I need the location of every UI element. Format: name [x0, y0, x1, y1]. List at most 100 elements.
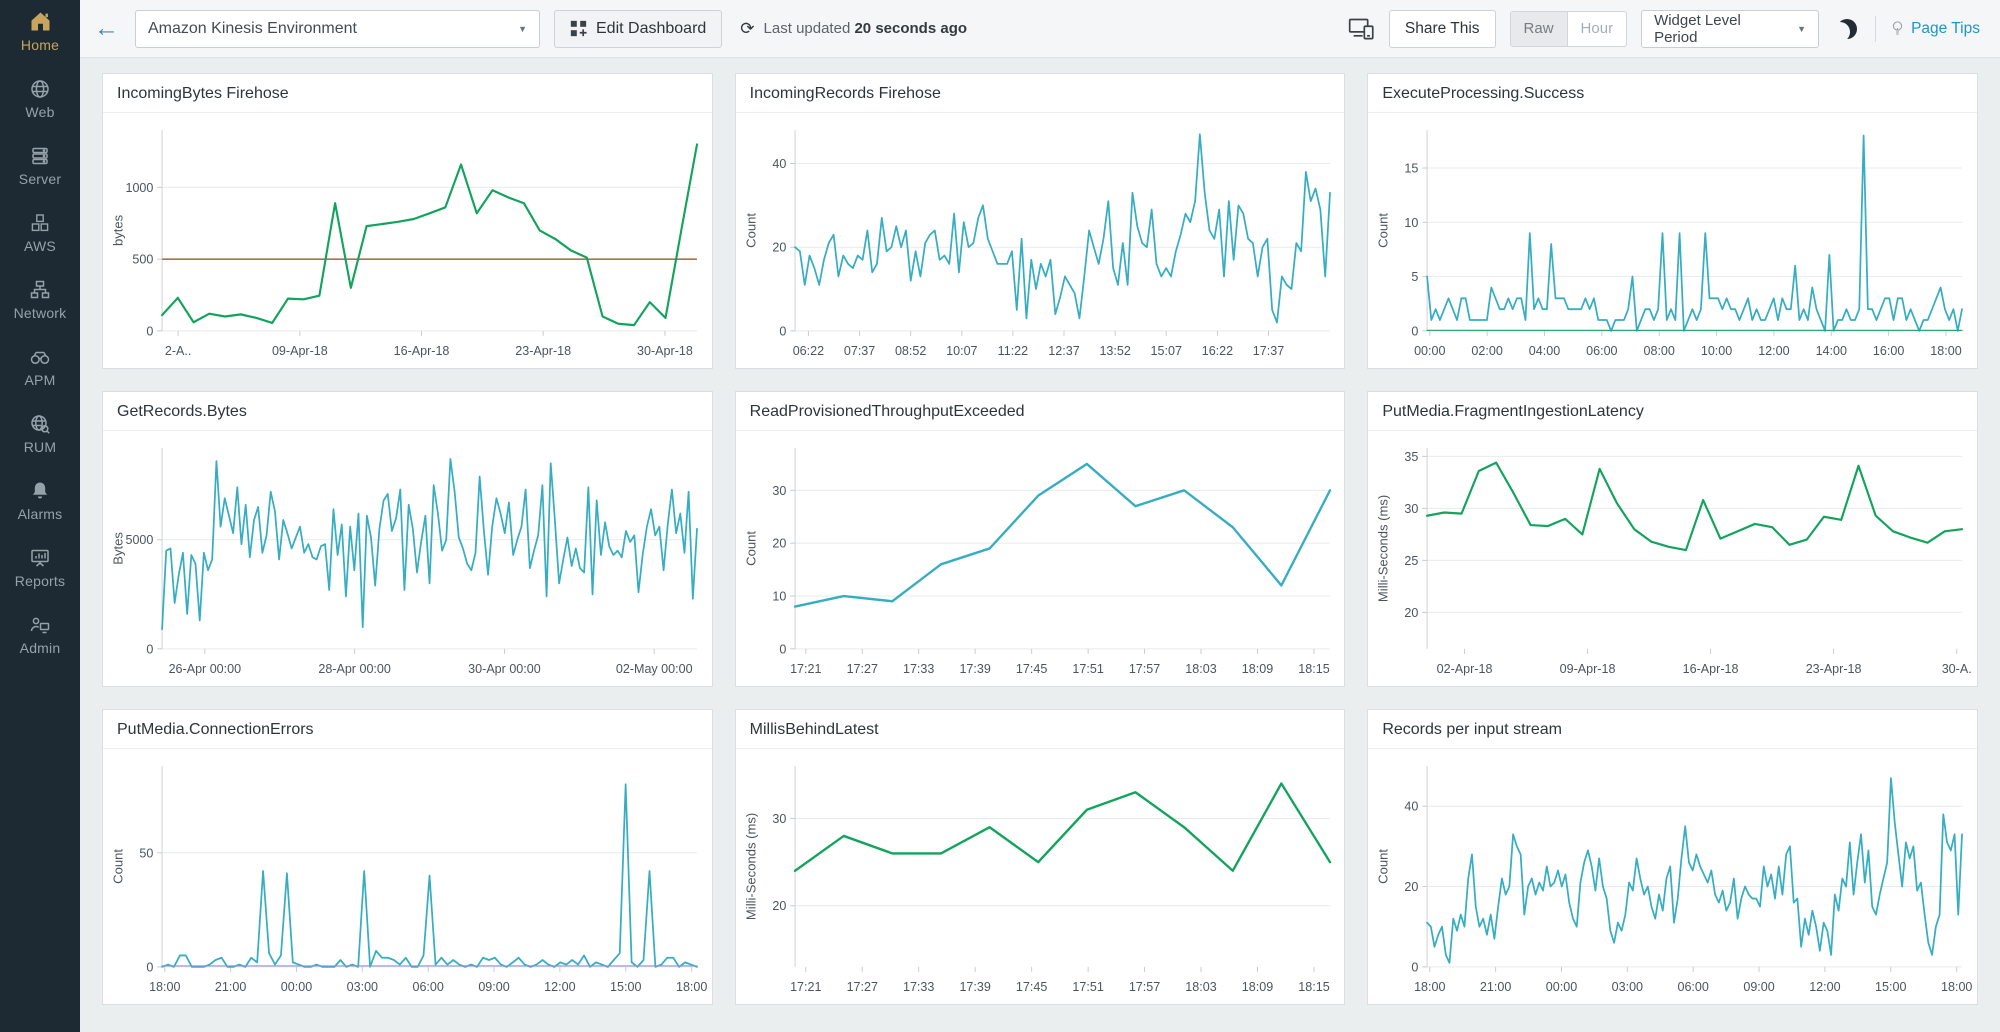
chart-canvas[interactable]: 0 500 1000 2-A.. 09-Apr-18 16-Apr-18 23-Apr-18… [108, 116, 707, 367]
sidebar-item-home[interactable]: Home [0, 8, 80, 53]
sidebar-item-label: APM [24, 372, 56, 388]
widget-level-period-dropdown[interactable]: Widget Level Period ▼ [1641, 9, 1820, 48]
svg-text:17:57: 17:57 [1128, 661, 1159, 676]
widget-title: GetRecords.Bytes [117, 403, 247, 420]
last-updated-value: 20 seconds ago [854, 20, 968, 37]
edit-dashboard-button[interactable]: Edit Dashboard [554, 9, 723, 48]
chart-canvas[interactable]: 0 10 20 30 17:21 17:27 17:33 17:39 17:45 17:51 17:… [741, 434, 1340, 685]
svg-text:09-Apr-18: 09-Apr-18 [1560, 661, 1616, 676]
sidebar-item-label: Home [20, 37, 60, 53]
sidebar-item-network[interactable]: Network [0, 276, 80, 321]
svg-text:03:00: 03:00 [1612, 979, 1643, 994]
svg-text:5000: 5000 [125, 532, 153, 547]
svg-text:0: 0 [146, 641, 153, 656]
sidebar-item-apm[interactable]: APM [0, 343, 80, 388]
svg-text:06:00: 06:00 [1678, 979, 1709, 994]
svg-text:Count: Count [1376, 849, 1391, 884]
toggle-hour[interactable]: Hour [1580, 20, 1614, 37]
chart-area: 0 500 1000 2-A.. 09-Apr-18 16-Apr-18 23-Apr-18… [103, 113, 712, 368]
chart-area: 0 5000 26-Apr 00:00 28-Apr 00:00 30-Apr 00:0… [103, 431, 712, 686]
svg-text:17:21: 17:21 [790, 661, 821, 676]
svg-text:17:33: 17:33 [903, 661, 934, 676]
svg-text:25: 25 [1405, 553, 1419, 568]
chart-canvas[interactable]: 0 50 18:00 21:00 00:00 03:00 06:00 09:00 12:00 15… [108, 752, 707, 1003]
widget-card: GetRecords.Bytes 0 5000 26-Apr 00:00 28-Apr … [102, 391, 713, 687]
svg-text:12:37: 12:37 [1048, 343, 1079, 358]
widget-header: IncomingRecords Firehose [735, 74, 1345, 113]
sidebar-item-label: Network [13, 305, 67, 321]
svg-text:30: 30 [772, 811, 786, 826]
sidebar-item-reports[interactable]: Reports [0, 544, 80, 589]
svg-text:17:45: 17:45 [1016, 979, 1047, 994]
svg-text:17:21: 17:21 [790, 979, 821, 994]
sidebar: Home Web Server AWS Network APM RUM Alarms Repor… [0, 0, 80, 1032]
widget-header: ExecuteProcessing.Success [1368, 74, 1977, 113]
sidebar-item-web[interactable]: Web [0, 75, 80, 120]
svg-text:18:15: 18:15 [1298, 661, 1329, 676]
svg-text:26-Apr 00:00: 26-Apr 00:00 [169, 661, 242, 676]
svg-text:09:00: 09:00 [478, 979, 509, 994]
svg-text:30-Apr 00:00: 30-Apr 00:00 [468, 661, 541, 676]
svg-text:07:37: 07:37 [844, 343, 875, 358]
back-arrow-icon[interactable]: ← [94, 14, 119, 42]
devices-icon[interactable] [1348, 17, 1375, 40]
svg-text:15:00: 15:00 [1875, 979, 1906, 994]
chart-canvas[interactable]: 0 20 40 18:00 21:00 00:00 03:00 06:00 09:00 12:00… [1373, 752, 1972, 1003]
aws-icon [28, 209, 52, 236]
svg-text:21:00: 21:00 [215, 979, 246, 994]
chart-canvas[interactable]: 0 5000 26-Apr 00:00 28-Apr 00:00 30-Apr 00:0… [108, 434, 707, 685]
chart-canvas[interactable]: 0 5 10 15 00:00 02:00 04:00 06:00 08:00 10:00 12:0… [1373, 116, 1972, 367]
sidebar-item-admin[interactable]: Admin [0, 611, 80, 656]
svg-text:23-Apr-18: 23-Apr-18 [515, 343, 571, 358]
svg-text:18:09: 18:09 [1241, 661, 1272, 676]
sidebar-item-label: Server [18, 171, 62, 187]
svg-text:02-Apr-18: 02-Apr-18 [1437, 661, 1493, 676]
dark-mode-moon-icon[interactable] [1837, 19, 1857, 39]
chart-area: 0 20 40 06:22 07:37 08:52 10:07 11:22 12:37 13:52… [736, 113, 1345, 368]
svg-text:Milli-Seconds (ms): Milli-Seconds (ms) [743, 813, 758, 920]
widget-header: Records per input stream [1368, 710, 1977, 749]
alarms-icon [28, 477, 52, 504]
edit-dashboard-label: Edit Dashboard [596, 19, 707, 37]
svg-text:30-A.: 30-A. [1942, 661, 1972, 676]
sidebar-item-server[interactable]: Server [0, 142, 80, 187]
sidebar-item-rum[interactable]: RUM [0, 410, 80, 455]
divider [1875, 15, 1877, 42]
svg-text:00:00: 00:00 [281, 979, 312, 994]
widget-header: PutMedia.FragmentIngestionLatency [1368, 392, 1977, 431]
chart-canvas[interactable]: 20 30 17:21 17:27 17:33 17:39 17:45 17:51 17:57 1… [741, 752, 1340, 1003]
svg-text:17:45: 17:45 [1016, 661, 1047, 676]
svg-text:0: 0 [1412, 959, 1419, 974]
refresh-icon[interactable]: ⟳ [740, 18, 755, 38]
svg-text:10: 10 [1405, 215, 1419, 230]
svg-text:00:00: 00:00 [1546, 979, 1577, 994]
widget-card: IncomingBytes Firehose 0 500 1000 2-A.. 09-Ap… [102, 73, 713, 369]
dashboard-selector-value: Amazon Kinesis Environment [148, 19, 357, 37]
widget-card: PutMedia.ConnectionErrors 0 50 18:00 21:00 00… [102, 709, 713, 1005]
sidebar-item-label: Reports [14, 573, 66, 589]
chart-area: 0 50 18:00 21:00 00:00 03:00 06:00 09:00 12:00 15… [103, 749, 712, 1004]
sidebar-item-aws[interactable]: AWS [0, 209, 80, 254]
dashboard-selector[interactable]: Amazon Kinesis Environment ▼ [135, 9, 540, 48]
reports-icon [28, 544, 52, 571]
svg-text:15:07: 15:07 [1150, 343, 1181, 358]
svg-text:20: 20 [772, 240, 786, 255]
share-this-button[interactable]: Share This [1388, 9, 1496, 48]
svg-text:35: 35 [1405, 449, 1419, 464]
svg-text:04:00: 04:00 [1529, 343, 1560, 358]
svg-text:11:22: 11:22 [997, 343, 1027, 358]
chart-canvas[interactable]: 20 25 30 35 02-Apr-18 09-Apr-18 16-Apr-18 23-Ap… [1373, 434, 1972, 685]
svg-text:Bytes: Bytes [111, 532, 126, 565]
svg-text:12:00: 12:00 [1759, 343, 1790, 358]
svg-text:16:00: 16:00 [1873, 343, 1904, 358]
svg-text:0: 0 [146, 959, 153, 974]
svg-text:23-Apr-18: 23-Apr-18 [1806, 661, 1862, 676]
toggle-raw[interactable]: Raw [1510, 11, 1568, 46]
svg-text:06:22: 06:22 [792, 343, 823, 358]
page-tips-link[interactable]: Page Tips [1890, 20, 1980, 38]
server-icon [28, 142, 52, 169]
sidebar-item-alarms[interactable]: Alarms [0, 477, 80, 522]
admin-icon [28, 611, 52, 638]
widget-card: IncomingRecords Firehose 0 20 40 06:22 07:37 0… [734, 73, 1346, 369]
chart-canvas[interactable]: 0 20 40 06:22 07:37 08:52 10:07 11:22 12:37 13:52… [741, 116, 1340, 367]
